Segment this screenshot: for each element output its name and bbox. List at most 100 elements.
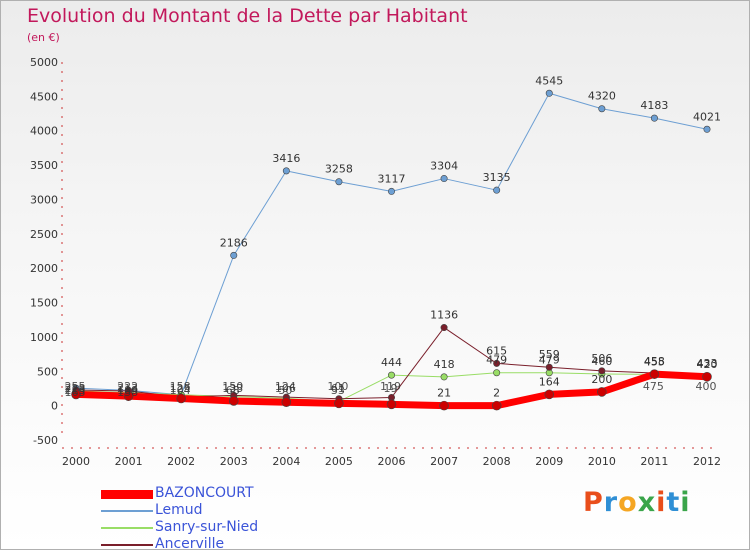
data-point [493, 359, 501, 367]
logo-letter: t [666, 487, 681, 518]
legend-swatch [101, 527, 153, 529]
data-label: 400 [696, 380, 717, 393]
data-label: 458 [644, 355, 665, 368]
data-point [702, 371, 712, 382]
data-label: 163 [65, 386, 86, 399]
logo-letter: o [618, 487, 638, 518]
x-tick-label: 2002 [167, 455, 195, 468]
data-label: 3135 [483, 171, 511, 184]
legend-swatch [101, 489, 153, 499]
data-point [544, 389, 555, 400]
chart-title: Evolution du Montant de la Dette par Hab… [27, 5, 468, 27]
data-point [545, 363, 553, 371]
data-label: 3416 [272, 152, 300, 165]
data-label: 2186 [220, 236, 248, 249]
legend-label: BAZONCOURT [155, 485, 254, 501]
data-point [440, 373, 448, 381]
data-label: 255 [65, 380, 86, 393]
data-label: 2 [493, 387, 500, 400]
data-label: 615 [486, 344, 507, 357]
data-label: 164 [539, 375, 560, 388]
data-point [545, 89, 553, 97]
data-label: 559 [539, 348, 560, 361]
logo-letter: r [603, 487, 619, 518]
data-label: 200 [591, 373, 612, 386]
legend-label: Sanry-sur-Nied [155, 519, 259, 535]
data-point [597, 387, 607, 397]
data-label: 150 [222, 380, 243, 393]
data-label: 213 [65, 384, 86, 397]
proxiti-logo: Proxiti [583, 487, 691, 518]
data-point [281, 397, 292, 408]
x-tick-label: 2005 [325, 455, 353, 468]
x-tick-label: 2006 [378, 455, 406, 468]
y-tick-label: 0 [51, 400, 58, 413]
data-point [439, 400, 449, 411]
y-tick-label: 2500 [30, 228, 58, 241]
data-label: 106 [275, 382, 296, 395]
y-tick-label: 4500 [30, 90, 58, 103]
data-point [230, 251, 238, 259]
data-label: 21 [437, 387, 451, 400]
data-point [71, 389, 81, 400]
logo-letter: i [680, 487, 691, 518]
data-label: 222 [117, 380, 138, 393]
data-label: 3258 [325, 163, 353, 176]
x-tick-label: 2004 [272, 455, 300, 468]
data-label: 119 [380, 380, 401, 393]
x-tick-label: 2007 [430, 455, 458, 468]
data-label: 33 [331, 384, 345, 397]
data-point [650, 114, 658, 122]
y-tick-label: 3500 [30, 159, 58, 172]
data-label: 1136 [430, 309, 458, 322]
data-point [387, 187, 395, 195]
data-point [493, 186, 501, 194]
data-label: 68 [226, 384, 240, 397]
data-label: 4545 [535, 74, 563, 87]
x-tick-label: 2009 [535, 455, 563, 468]
x-tick-label: 2010 [588, 455, 616, 468]
data-label: 100 [327, 380, 348, 393]
x-tick-label: 2001 [115, 455, 143, 468]
data-label: 104 [170, 384, 191, 397]
data-point [649, 369, 660, 379]
data-label: 158 [170, 380, 191, 393]
data-point [491, 400, 502, 411]
data-label: 418 [434, 358, 455, 371]
data-label: 19 [384, 382, 398, 395]
data-label: 189 [117, 384, 138, 397]
data-label: 61 [331, 382, 345, 395]
x-tick-label: 2008 [483, 455, 511, 468]
data-point [598, 105, 606, 113]
data-point [703, 125, 711, 133]
x-tick-label: 2003 [220, 455, 248, 468]
data-point [176, 393, 186, 404]
x-tick-label: 2011 [640, 455, 668, 468]
legend-swatch [101, 544, 153, 546]
data-label: 475 [643, 380, 664, 393]
data-label: 479 [539, 354, 560, 367]
data-point [334, 398, 344, 409]
data-label: 3117 [378, 172, 406, 185]
data-label: 50 [278, 384, 292, 397]
x-tick-label: 2000 [62, 455, 90, 468]
y-tick-label: 2000 [30, 262, 58, 275]
logo-letter: i [656, 487, 667, 518]
data-label: 228 [65, 382, 86, 395]
data-point [228, 396, 239, 406]
data-label: 506 [591, 352, 612, 365]
y-tick-label: 500 [37, 365, 58, 378]
legend-label: Ancerville [155, 536, 225, 552]
logo-letter: x [637, 487, 657, 518]
data-label: 3304 [430, 160, 458, 173]
y-tick-label: 1000 [30, 331, 58, 344]
data-label: 124 [275, 380, 296, 393]
data-point [440, 324, 448, 332]
y-tick-label: 4000 [30, 125, 58, 138]
data-label: 455 [644, 355, 665, 368]
data-point [440, 175, 448, 183]
data-label: 4183 [640, 99, 668, 112]
data-label: 125 [170, 382, 191, 395]
